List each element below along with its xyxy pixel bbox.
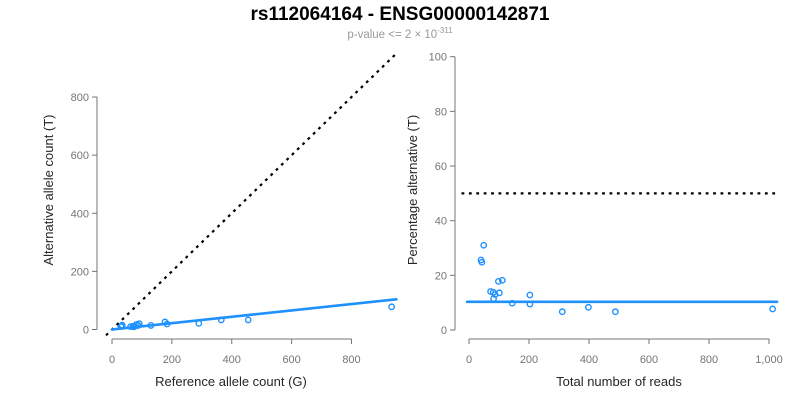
identity-line: [105, 51, 399, 337]
data-point: [526, 291, 534, 299]
x-axis-title: Total number of reads: [556, 374, 682, 389]
x-tick-label: 800: [700, 354, 718, 366]
left-scatter-plot: 0 200 400 600 800 Reference allele count (G) 0…: [41, 51, 399, 389]
data-point: [217, 316, 225, 324]
data-point: [195, 319, 203, 327]
data-point: [612, 308, 619, 316]
data-point: [585, 303, 592, 311]
data-point: [495, 289, 503, 297]
subtitle-pvalue-text: p-value <= 2 × 10: [347, 28, 438, 41]
data-point: [244, 316, 252, 324]
data-point: [480, 241, 488, 249]
y-tick-label: 40: [435, 216, 447, 228]
figure-subtitle: p-value <= 2 × 10-311: [0, 26, 800, 41]
data-point: [494, 277, 502, 285]
y-axis-title: Alternative allele count (T): [41, 114, 56, 265]
y-tick-label: 0: [83, 325, 89, 337]
x-tick-label: 1,000: [755, 354, 783, 366]
y-tick-label: 60: [435, 161, 447, 173]
data-point: [490, 295, 497, 302]
data-point: [508, 299, 516, 307]
data-point: [388, 303, 396, 311]
data-point: [769, 305, 776, 313]
y-axis-title: Percentage alternative (T): [405, 115, 420, 265]
x-tick-label: 200: [520, 354, 538, 366]
data-point: [147, 322, 155, 329]
x-tick-label: 0: [466, 354, 472, 366]
data-point: [135, 320, 143, 328]
y-tick-label: 100: [429, 52, 447, 64]
data-point: [526, 300, 534, 308]
fit-line: [110, 297, 398, 331]
right-scatter-plot: 0 200 400 600 800 1,000 Total number of reads 0…: [405, 52, 783, 389]
y-tick-label: 0: [441, 325, 447, 337]
figure-title: rs112064164 - ENSG00000142871: [250, 4, 550, 25]
x-tick-label: 200: [163, 354, 181, 366]
x-tick-label: 400: [580, 354, 598, 366]
y-tick-label: 400: [71, 208, 89, 220]
y-tick-label: 80: [435, 106, 447, 118]
y-tick-label: 800: [71, 92, 89, 104]
x-tick-label: 800: [342, 354, 360, 366]
data-point: [558, 308, 566, 316]
y-tick-label: 200: [71, 266, 89, 278]
y-tick-label: 600: [71, 150, 89, 162]
data-point: [498, 276, 506, 284]
x-tick-label: 600: [282, 354, 300, 366]
x-tick-label: 0: [109, 354, 115, 366]
x-tick-label: 600: [640, 354, 658, 366]
subtitle-exponent: -311: [437, 26, 453, 35]
data-point: [163, 320, 171, 328]
x-axis-title: Reference allele count (G): [155, 374, 307, 389]
y-tick-label: 20: [435, 270, 447, 282]
data-point: [478, 258, 486, 266]
x-tick-label: 400: [223, 354, 241, 366]
data-point: [118, 321, 126, 329]
